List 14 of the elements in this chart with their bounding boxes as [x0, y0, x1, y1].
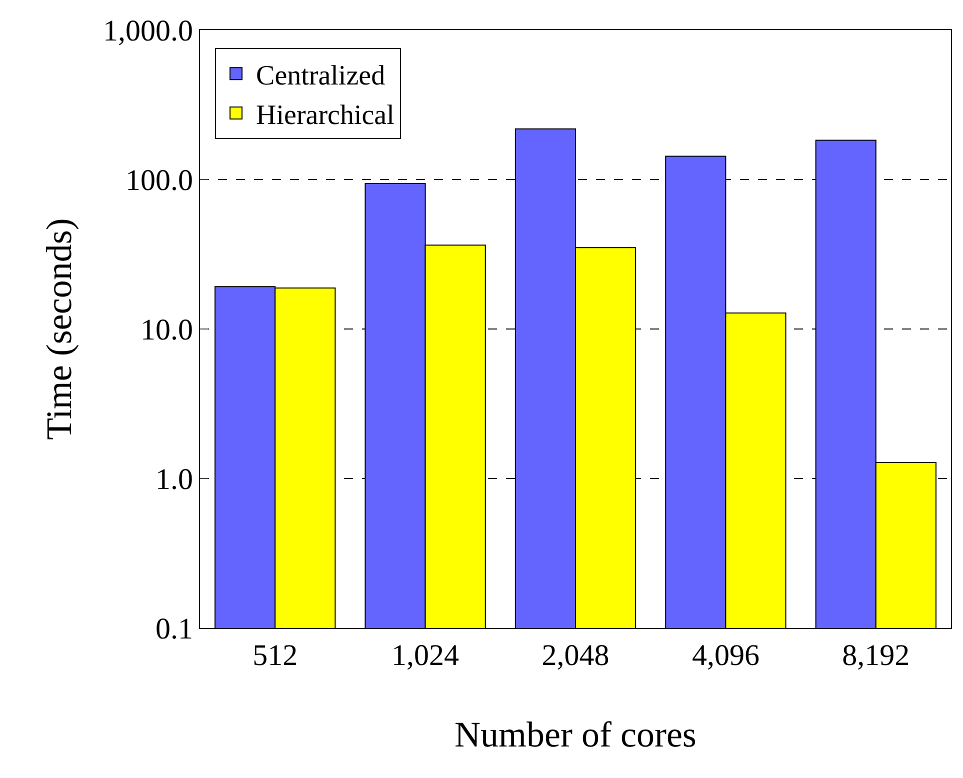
y-tick-label: 10.0 — [140, 314, 193, 346]
x-tick-label: 512 — [252, 639, 298, 672]
y-tick-label: 0.1 — [156, 612, 193, 646]
y-tick-label: 100.0 — [126, 164, 193, 197]
legend-label: Hierarchical — [256, 100, 395, 131]
y-tick-label: 1,000.0 — [103, 14, 193, 48]
x-tick-label: 8,192 — [842, 639, 910, 672]
x-tick-label: 1,024 — [392, 639, 460, 672]
x-tick-label: 4,096 — [692, 639, 760, 672]
legend-label: Centralized — [256, 60, 386, 92]
x-tick-label: 2,048 — [542, 639, 610, 672]
y-tick-label: 1.0 — [156, 463, 193, 496]
y-axis-title: Time (seconds) — [38, 218, 79, 440]
x-axis-title: Number of cores — [454, 714, 696, 755]
